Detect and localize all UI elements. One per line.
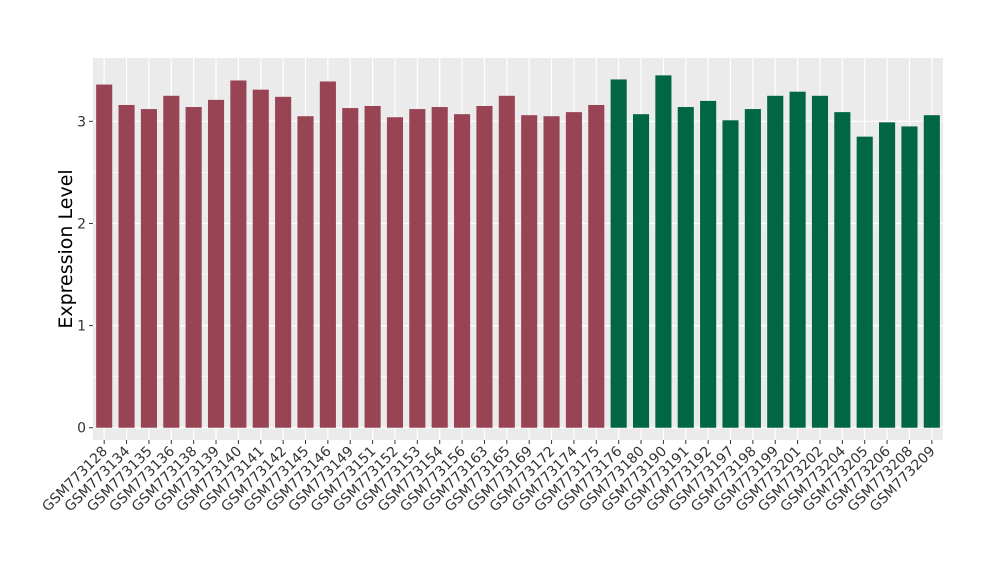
bar-GSM773190 xyxy=(655,75,672,428)
bar-GSM773205 xyxy=(856,136,873,428)
bar-GSM773149 xyxy=(342,108,359,428)
bar-GSM773156 xyxy=(454,114,471,428)
bar-GSM773197 xyxy=(722,120,739,428)
bar-GSM773169 xyxy=(521,115,538,428)
bar-GSM773174 xyxy=(565,112,582,428)
bar-GSM773206 xyxy=(879,122,896,428)
y-tick-label: 2 xyxy=(77,216,86,232)
bar-GSM773145 xyxy=(297,116,314,428)
bar-GSM773146 xyxy=(319,81,336,428)
y-tick-label: 0 xyxy=(77,421,86,437)
y-tick-label: 3 xyxy=(77,114,86,130)
bar-GSM773136 xyxy=(163,95,180,428)
bar-GSM773199 xyxy=(767,95,784,428)
y-axis: 0 1 2 3 xyxy=(77,114,93,437)
bar-GSM773191 xyxy=(677,107,694,428)
bar-GSM773209 xyxy=(923,115,940,428)
bar-GSM773204 xyxy=(834,112,851,428)
bar-GSM773154 xyxy=(431,107,448,428)
bar-GSM773134 xyxy=(118,104,135,428)
bar-GSM773153 xyxy=(409,109,426,428)
bar-GSM773139 xyxy=(207,99,225,428)
bar-GSM773176 xyxy=(610,79,627,428)
bar-GSM773172 xyxy=(543,116,560,428)
y-axis-title: Expression Level xyxy=(55,169,77,328)
bar-GSM773165 xyxy=(498,95,515,428)
bar-GSM773180 xyxy=(632,114,650,428)
bar-GSM773141 xyxy=(252,89,269,428)
bar-GSM773175 xyxy=(588,104,605,428)
bar-GSM773201 xyxy=(789,91,806,428)
bar-GSM773163 xyxy=(476,106,493,428)
bar-GSM773152 xyxy=(386,117,404,428)
bar-GSM773151 xyxy=(364,106,381,428)
bar-GSM773140 xyxy=(230,80,247,428)
bar-GSM773208 xyxy=(901,126,918,428)
x-axis: GSM773128GSM773134GSM773135GSM773136GSM7… xyxy=(39,440,939,515)
bar-GSM773192 xyxy=(700,100,717,428)
bar-GSM773142 xyxy=(275,96,292,428)
bars xyxy=(96,75,940,428)
bar-GSM773202 xyxy=(811,95,829,428)
bar-GSM773198 xyxy=(744,109,761,428)
bar-GSM773135 xyxy=(140,109,157,428)
y-tick-label: 1 xyxy=(77,319,86,335)
bar-GSM773138 xyxy=(185,107,202,428)
bar-GSM773128 xyxy=(96,84,113,428)
